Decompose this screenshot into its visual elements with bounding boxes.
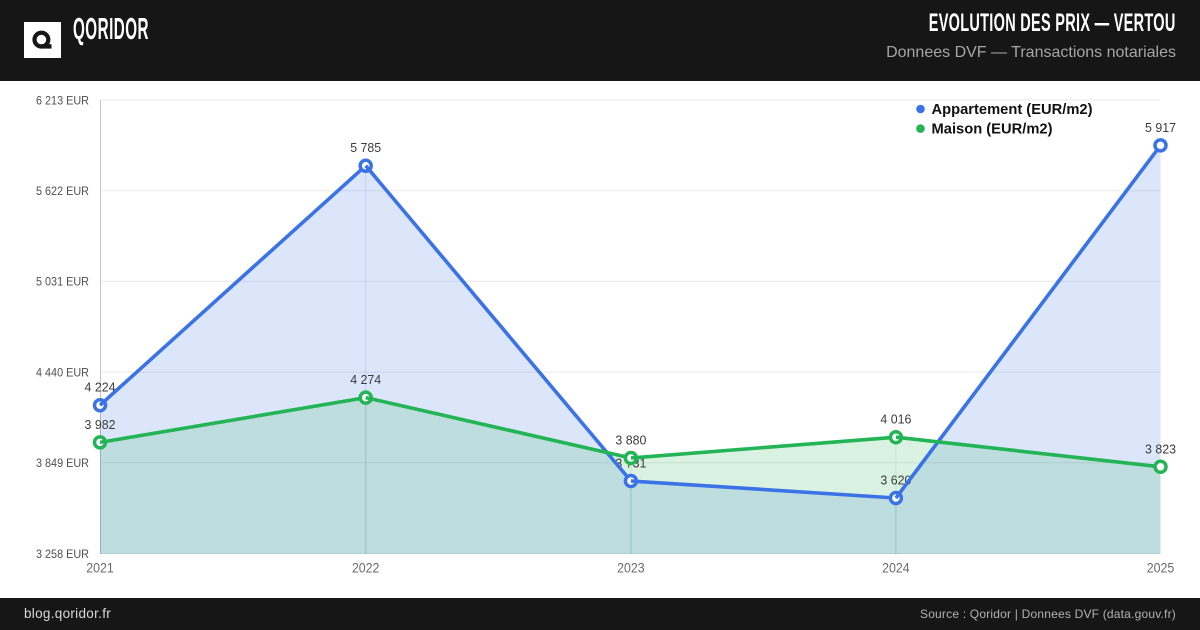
svg-text:3 849 EUR: 3 849 EUR bbox=[36, 456, 89, 470]
svg-text:Appartement (EUR/m2): Appartement (EUR/m2) bbox=[932, 101, 1093, 118]
svg-text:2022: 2022 bbox=[352, 561, 380, 576]
svg-text:3 823: 3 823 bbox=[1145, 442, 1176, 456]
svg-text:2021: 2021 bbox=[86, 561, 114, 576]
svg-text:4 440 EUR: 4 440 EUR bbox=[36, 365, 89, 379]
svg-text:3 620: 3 620 bbox=[880, 474, 911, 488]
svg-text:5 622 EUR: 5 622 EUR bbox=[36, 184, 89, 198]
svg-text:2024: 2024 bbox=[882, 561, 910, 576]
svg-text:5 917: 5 917 bbox=[1145, 121, 1176, 135]
svg-text:Maison (EUR/m2): Maison (EUR/m2) bbox=[932, 121, 1053, 138]
svg-text:4 016: 4 016 bbox=[880, 413, 911, 427]
svg-text:2025: 2025 bbox=[1147, 561, 1175, 576]
svg-text:4 224: 4 224 bbox=[85, 381, 116, 395]
svg-text:3 982: 3 982 bbox=[85, 418, 116, 432]
svg-text:3 258 EUR: 3 258 EUR bbox=[36, 547, 89, 561]
svg-text:3 880: 3 880 bbox=[615, 434, 646, 448]
svg-text:2023: 2023 bbox=[617, 561, 645, 576]
svg-text:5 031 EUR: 5 031 EUR bbox=[36, 275, 89, 289]
svg-text:5 785: 5 785 bbox=[350, 141, 381, 155]
svg-text:4 274: 4 274 bbox=[350, 373, 381, 387]
svg-text:6 213 EUR: 6 213 EUR bbox=[36, 93, 89, 107]
